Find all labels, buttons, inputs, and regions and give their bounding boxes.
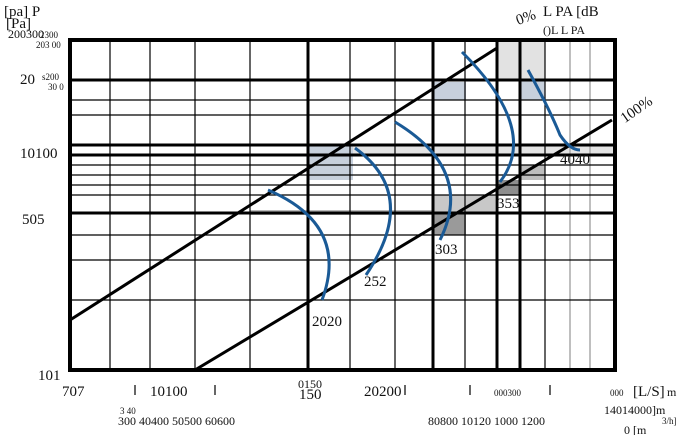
- curve-label: 2020: [312, 314, 342, 330]
- x-label: 20200: [364, 384, 402, 400]
- x-label-2: 14014000]m: [604, 403, 666, 417]
- x-label-2: 0 [m: [624, 423, 647, 435]
- y-label-small: 30 0: [48, 82, 64, 92]
- x-label: 000: [610, 388, 624, 398]
- diagonals: [69, 46, 613, 372]
- x-label-2: 80800 10120 1000 1200: [428, 414, 545, 428]
- x-label-2: 3/h]: [662, 416, 677, 426]
- left-unit-2: [Pa]: [6, 16, 31, 32]
- x-label: 707: [62, 384, 85, 400]
- labels: [pa] P [Pa] 200300 2300 203 00 0% L PA […: [4, 4, 677, 435]
- x-label: 000300: [494, 388, 522, 398]
- x-label: m: [667, 385, 677, 399]
- right-unit: L PA [dB: [543, 4, 599, 20]
- curves: [267, 50, 581, 301]
- x-label: 10100: [150, 384, 188, 400]
- y-label: 101: [38, 368, 61, 384]
- right-full: 100%: [618, 94, 656, 127]
- x-label: 0150: [298, 377, 322, 391]
- y-label: 505: [22, 212, 45, 228]
- left-top-3: 203 00: [36, 40, 61, 50]
- left-unit: [pa] P: [4, 4, 40, 20]
- left-top-2: 2300: [40, 30, 59, 40]
- curve-label: 252: [364, 274, 387, 290]
- left-top: 200300: [8, 27, 44, 41]
- x-label-2: 300 40400 50500 60600: [118, 414, 235, 428]
- y-label: 10100: [20, 146, 58, 162]
- y-label: 20: [20, 72, 35, 88]
- right-zero: 0%: [514, 7, 538, 29]
- right-unit-2: ()L L PA: [543, 23, 585, 37]
- x-label-2: 3 40: [120, 406, 136, 416]
- curve-label: 303: [435, 242, 458, 258]
- curve-label: 353: [497, 196, 520, 212]
- x-ticks: [134, 385, 551, 395]
- x-label: 150: [299, 387, 322, 403]
- curve-label: 4040: [560, 152, 590, 168]
- x-label: [L/S]: [633, 384, 665, 400]
- y-label-small: s200: [42, 72, 60, 82]
